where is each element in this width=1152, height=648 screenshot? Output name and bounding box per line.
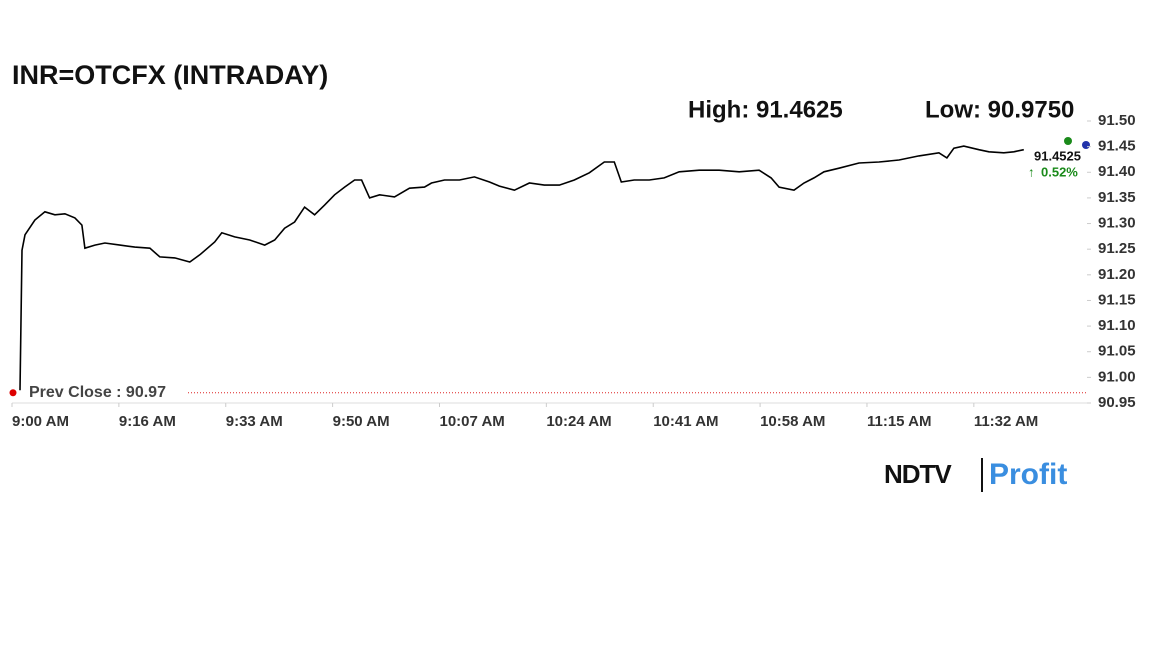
high-label: High: 91.4625	[688, 96, 843, 123]
y-tick-label: 91.00	[1098, 368, 1136, 385]
y-tick-label: 91.40	[1098, 163, 1136, 180]
x-tick-label: 9:00 AM	[12, 413, 69, 430]
x-tick-label: 9:16 AM	[119, 413, 176, 430]
y-tick-label: 91.05	[1098, 343, 1136, 360]
x-tick-label: 10:24 AM	[546, 413, 611, 430]
y-tick-label: 91.50	[1098, 112, 1136, 129]
y-tick-label: 91.45	[1098, 138, 1136, 155]
last-price-label: 91.4525	[1034, 148, 1081, 163]
price-line	[19, 145, 1024, 391]
y-tick-label: 91.20	[1098, 266, 1136, 283]
x-tick-label: 10:07 AM	[439, 413, 504, 430]
y-tick-label: 91.30	[1098, 215, 1136, 232]
x-tick-label: 9:33 AM	[226, 413, 283, 430]
logo-profit: Profit	[989, 458, 1067, 491]
y-tick-label: 91.15	[1098, 291, 1136, 308]
y-tick-label: 91.10	[1098, 317, 1136, 334]
change-arrow: ↑	[1028, 164, 1035, 179]
prev-close-label: Prev Close : 90.97	[29, 384, 166, 401]
x-tick-label: 9:50 AM	[333, 413, 390, 430]
y-tick-label: 91.25	[1098, 240, 1136, 257]
x-tick-label: 10:58 AM	[760, 413, 825, 430]
logo-ndtv: NDTV	[884, 459, 952, 489]
chart-title: INR=OTCFX (INTRADAY)	[12, 60, 328, 90]
y-tick-label: 91.35	[1098, 189, 1136, 206]
y-tick-label: 90.95	[1098, 394, 1136, 411]
marker-dot	[1082, 141, 1090, 149]
change-label: 0.52%	[1041, 164, 1078, 179]
x-tick-label: 10:41 AM	[653, 413, 718, 430]
marker-dot	[1064, 137, 1072, 145]
x-tick-label: 11:15 AM	[867, 413, 931, 430]
prev-close-dot	[9, 389, 17, 397]
x-tick-label: 11:32 AM	[974, 413, 1038, 430]
low-label: Low: 90.9750	[925, 96, 1074, 123]
